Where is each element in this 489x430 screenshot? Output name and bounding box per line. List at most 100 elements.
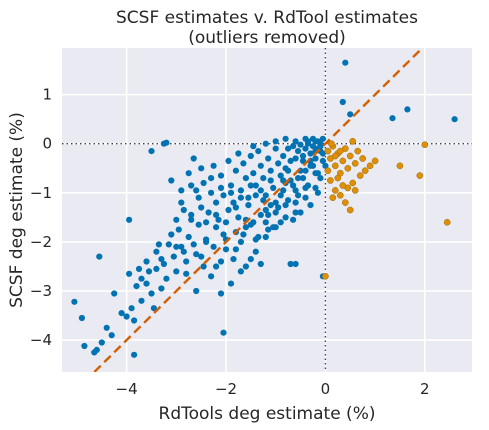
identity-reference-line: [93, 48, 424, 372]
data-point: [131, 351, 138, 358]
data-point: [213, 263, 220, 270]
data-point: [158, 285, 165, 292]
data-point: [272, 199, 279, 206]
data-point: [302, 135, 309, 142]
data-point: [178, 199, 185, 206]
data-point: [193, 187, 200, 194]
data-point: [319, 150, 326, 157]
data-point: [302, 145, 309, 152]
data-point: [282, 202, 289, 209]
y-tick-label: −1: [30, 184, 52, 202]
data-point: [299, 175, 307, 182]
data-point: [170, 253, 177, 260]
data-point: [282, 135, 289, 142]
data-point: [237, 268, 244, 275]
y-tick-label: 1: [42, 86, 52, 104]
data-point: [98, 339, 105, 346]
data-point: [185, 233, 192, 241]
data-point: [205, 209, 212, 216]
outlier-point: [351, 187, 359, 194]
chart-subtitle: (outliers removed): [188, 28, 346, 48]
data-point: [235, 214, 242, 221]
data-point: [295, 175, 302, 182]
data-point: [148, 148, 155, 155]
outlier-point: [346, 206, 354, 214]
data-point: [247, 182, 254, 189]
outlier-point: [443, 218, 451, 226]
outlier-point: [327, 177, 334, 184]
data-point: [203, 219, 210, 226]
data-point: [237, 238, 244, 245]
data-point: [257, 211, 264, 218]
data-point: [208, 175, 215, 182]
outlier-point: [371, 157, 379, 165]
data-point: [163, 275, 170, 282]
data-point: [168, 231, 175, 238]
data-point: [81, 342, 88, 350]
data-point: [103, 324, 110, 331]
data-point: [250, 143, 257, 150]
outlier-point: [351, 160, 359, 167]
data-point: [188, 182, 195, 189]
data-point: [297, 209, 304, 216]
data-point: [309, 135, 317, 142]
data-point: [322, 162, 329, 169]
outlier-point: [344, 164, 352, 172]
data-point: [173, 268, 180, 275]
chart-title: SCSF estimates v. RdTool estimates: [116, 8, 418, 28]
data-point: [131, 317, 138, 324]
x-axis-label: RdTools deg estimate (%): [159, 404, 376, 424]
data-point: [255, 148, 262, 155]
outlier-point: [339, 157, 347, 165]
x-tick-label: −4: [116, 380, 138, 398]
data-point: [295, 192, 302, 199]
data-point: [280, 152, 287, 160]
data-point: [232, 246, 239, 253]
data-point: [267, 202, 274, 209]
data-point: [292, 209, 299, 216]
data-point: [309, 143, 317, 150]
data-point: [108, 332, 115, 339]
data-point: [260, 197, 267, 204]
outlier-point: [334, 174, 342, 182]
outlier-point: [331, 187, 339, 194]
data-point: [173, 216, 180, 223]
outlier-point: [331, 162, 339, 170]
data-point: [215, 216, 222, 223]
data-point: [222, 246, 230, 253]
data-point: [245, 194, 252, 201]
data-point: [252, 182, 259, 189]
data-point: [230, 199, 237, 206]
y-axis-label: SCSF deg estimate (%): [7, 112, 27, 308]
data-point: [270, 224, 277, 231]
data-point: [297, 141, 304, 148]
outlier-point: [346, 152, 354, 160]
data-point: [203, 238, 210, 245]
data-point: [188, 211, 195, 218]
data-point: [240, 160, 247, 167]
data-point: [339, 98, 346, 106]
data-point: [208, 273, 215, 280]
data-point: [304, 182, 312, 189]
data-point: [257, 187, 264, 194]
data-point: [272, 209, 279, 216]
data-point: [307, 202, 314, 209]
outlier-point: [354, 147, 362, 155]
data-point: [299, 157, 307, 164]
data-point: [262, 206, 269, 214]
data-point: [185, 170, 192, 177]
data-point: [198, 204, 205, 211]
data-point: [292, 187, 299, 194]
data-point: [250, 170, 257, 177]
data-point: [126, 270, 133, 277]
data-point: [158, 256, 165, 263]
data-point: [220, 192, 227, 199]
data-point: [180, 248, 187, 255]
data-point: [262, 233, 269, 241]
outlier-point: [322, 272, 329, 280]
data-point: [280, 187, 287, 194]
data-point: [302, 194, 309, 201]
data-point: [71, 298, 78, 305]
data-point: [183, 270, 190, 277]
data-point: [200, 179, 207, 187]
